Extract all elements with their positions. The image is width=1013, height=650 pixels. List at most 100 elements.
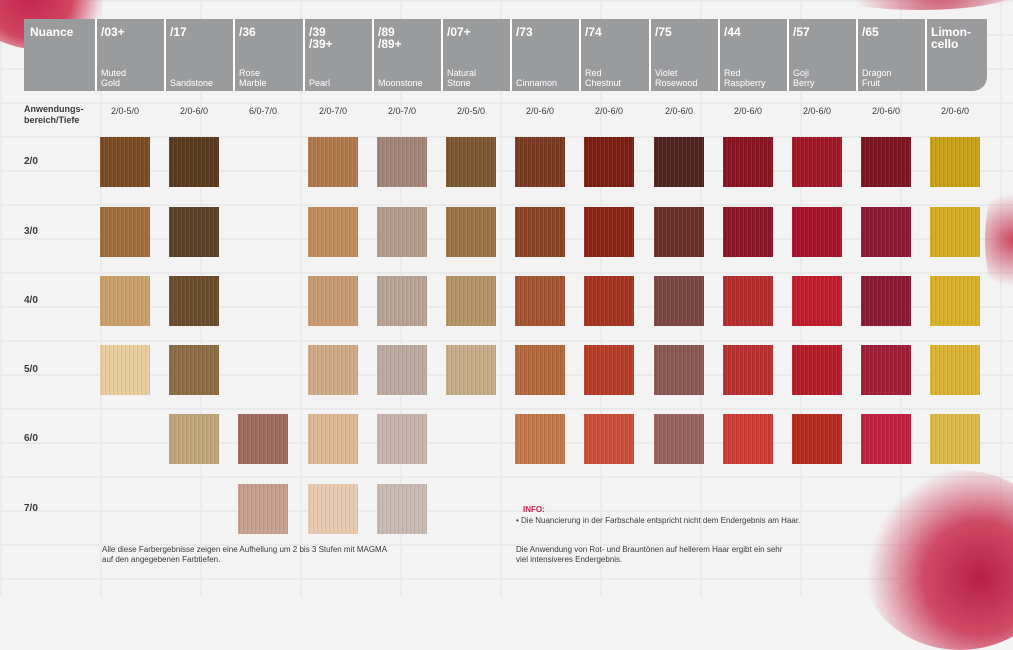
- note-left: Alle diese Farbergebnisse zeigen eine Au…: [102, 545, 388, 564]
- range-value: 2/0-6/0: [594, 106, 624, 116]
- row-label: 4/0: [24, 295, 38, 306]
- header-separator: [925, 19, 927, 91]
- color-swatch: [792, 276, 842, 326]
- color-swatch: [792, 345, 842, 395]
- color-swatch: [169, 414, 219, 464]
- column-code: /57: [793, 25, 810, 39]
- color-swatch: [654, 414, 704, 464]
- column-code: /39 /39+: [309, 25, 333, 51]
- color-swatch: [584, 207, 634, 257]
- column-code: /36: [239, 25, 256, 39]
- color-swatch: [584, 137, 634, 187]
- brick-background: [0, 0, 1013, 597]
- color-swatch: [723, 414, 773, 464]
- color-swatch: [930, 414, 980, 464]
- color-swatch: [723, 137, 773, 187]
- column-name: Goji Berry: [793, 68, 815, 88]
- color-swatch: [792, 207, 842, 257]
- color-swatch: [446, 276, 496, 326]
- column-header-0: /03+ Muted Gold: [97, 19, 163, 91]
- color-swatch: [377, 276, 427, 326]
- header-separator: [441, 19, 443, 91]
- color-swatch: [515, 276, 565, 326]
- column-code: /89 /89+: [378, 25, 402, 51]
- range-value: 2/0-6/0: [664, 106, 694, 116]
- column-name: Moonstone: [378, 78, 423, 88]
- column-code: /17: [170, 25, 187, 39]
- color-swatch: [377, 345, 427, 395]
- column-code: /07+: [447, 25, 471, 39]
- color-swatch: [169, 345, 219, 395]
- column-header-4: /89 /89+ Moonstone: [374, 19, 440, 91]
- header-separator: [303, 19, 305, 91]
- column-code: /74: [585, 25, 602, 39]
- color-swatch: [861, 276, 911, 326]
- column-header-1: /17 Sandstone: [166, 19, 232, 91]
- color-swatch: [584, 276, 634, 326]
- header-nuance-cell: Nuance: [26, 19, 96, 91]
- range-value: 2/0-6/0: [871, 106, 901, 116]
- row-label: 5/0: [24, 364, 38, 375]
- column-header-7: /74 Red Chestnut: [581, 19, 647, 91]
- color-swatch: [377, 207, 427, 257]
- color-swatch: [100, 276, 150, 326]
- range-value: 2/0-6/0: [733, 106, 763, 116]
- header-separator: [856, 19, 858, 91]
- color-swatch: [308, 276, 358, 326]
- color-swatch: [584, 345, 634, 395]
- color-swatch: [308, 137, 358, 187]
- color-swatch: [377, 414, 427, 464]
- pigment-splash-right: [985, 180, 1013, 300]
- range-label: Anwendungs- bereich/Tiefe: [24, 104, 84, 125]
- header-separator: [164, 19, 166, 91]
- color-swatch: [446, 137, 496, 187]
- column-header-5: /07+ Natural Stone: [443, 19, 509, 91]
- color-swatch: [377, 137, 427, 187]
- header-separator: [718, 19, 720, 91]
- column-name: Red Raspberry: [724, 68, 766, 88]
- color-swatch: [169, 137, 219, 187]
- color-swatch: [100, 207, 150, 257]
- color-swatch: [930, 345, 980, 395]
- color-swatch: [723, 345, 773, 395]
- header-separator: [233, 19, 235, 91]
- column-header-12: Limon- cello: [927, 19, 993, 91]
- column-name: Cinnamon: [516, 78, 558, 88]
- column-header-8: /75 Violet Rosewood: [651, 19, 717, 91]
- color-swatch: [861, 414, 911, 464]
- row-label: 2/0: [24, 156, 38, 167]
- color-swatch: [654, 276, 704, 326]
- info-title: INFO:: [523, 505, 545, 514]
- column-name: Muted Gold: [101, 68, 127, 88]
- range-value: 2/0-7/0: [387, 106, 417, 116]
- column-header-2: /36 Rose Marble: [235, 19, 301, 91]
- color-swatch: [792, 414, 842, 464]
- column-name: Rose Marble: [239, 68, 267, 88]
- color-swatch: [654, 345, 704, 395]
- header-separator: [787, 19, 789, 91]
- range-value: 2/0-5/0: [110, 106, 140, 116]
- color-swatch: [308, 414, 358, 464]
- column-name: Pearl: [309, 78, 331, 88]
- column-code: /75: [655, 25, 672, 39]
- range-value: 6/0-7/0: [248, 106, 278, 116]
- column-code: /65: [862, 25, 879, 39]
- header-separator: [95, 19, 97, 91]
- range-value: 2/0-6/0: [525, 106, 555, 116]
- color-swatch: [100, 137, 150, 187]
- header-separator: [510, 19, 512, 91]
- header-separator: [372, 19, 374, 91]
- color-swatch: [238, 484, 288, 534]
- color-swatch: [446, 345, 496, 395]
- color-swatch: [515, 345, 565, 395]
- color-swatch: [930, 137, 980, 187]
- row-label: 3/0: [24, 226, 38, 237]
- header-separator: [649, 19, 651, 91]
- column-header-9: /44 Red Raspberry: [720, 19, 786, 91]
- header-separator: [579, 19, 581, 91]
- color-swatch: [654, 207, 704, 257]
- column-name: Dragon Fruit: [862, 68, 892, 88]
- range-value: 2/0-7/0: [318, 106, 348, 116]
- range-value: 2/0-5/0: [456, 106, 486, 116]
- row-label: 7/0: [24, 503, 38, 514]
